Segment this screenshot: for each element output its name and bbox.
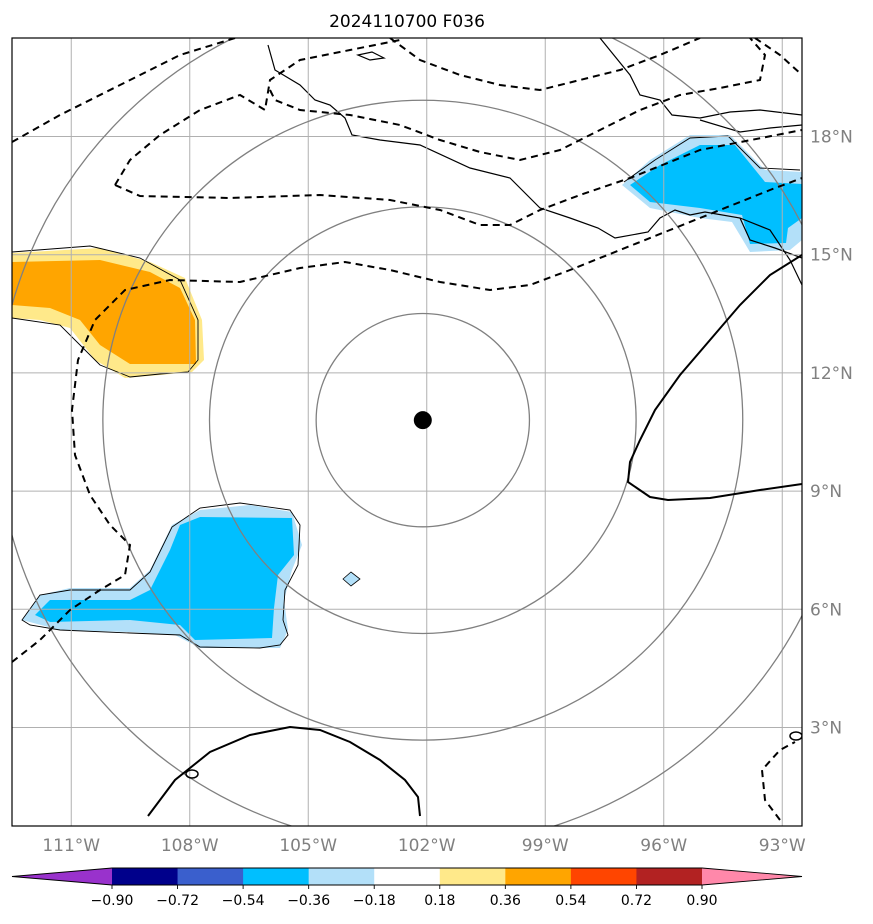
longitude-label: 96°W — [640, 836, 687, 856]
colorbar-segment — [439, 868, 506, 885]
colorbar-label: −0.54 — [222, 893, 265, 909]
longitude-label: 93°W — [759, 836, 806, 856]
map-area — [12, 38, 802, 826]
latitude-label: 12°N — [810, 364, 853, 384]
colorbar-segment — [636, 868, 703, 885]
dashed-contour-northeast — [754, 38, 802, 76]
latitude-label: 9°N — [810, 482, 842, 502]
colorbar-label: 0.90 — [686, 893, 717, 909]
dashed-contour-northwest — [12, 38, 236, 143]
colorbar-extension-high — [702, 868, 802, 885]
colorbar-segment — [177, 868, 244, 885]
positive-anomaly-inner — [12, 260, 196, 364]
dashed-contour-north-3 — [269, 38, 767, 162]
longitude-label: 111°W — [42, 836, 100, 856]
latitude-label: 15°N — [810, 246, 853, 266]
dashed-contours — [12, 38, 802, 821]
inland-border-3 — [739, 217, 802, 286]
colorbar-label: 0.72 — [621, 893, 652, 909]
range-ring — [102, 99, 744, 741]
inland-border-2 — [699, 119, 802, 133]
range-rings — [12, 38, 802, 826]
longitude-label: 99°W — [522, 836, 569, 856]
island-outline — [355, 51, 386, 61]
negative-anomaly-northeast-inner — [630, 145, 802, 244]
colorbar-segment — [112, 868, 179, 885]
colorbar-label: −0.18 — [353, 893, 396, 909]
longitude-label: 102°W — [398, 836, 456, 856]
contour-loop-southeast — [789, 731, 802, 741]
dashed-contour-north-1 — [114, 39, 401, 186]
colorbar-label: 0.54 — [555, 893, 586, 909]
latitude-label: 18°N — [810, 128, 853, 148]
longitude-label: 105°W — [279, 836, 337, 856]
latitude-labels: 3°N 6°N 9°N 12°N 15°N 18°N — [810, 128, 853, 739]
dashed-contour-north-4 — [389, 38, 701, 92]
range-ring — [208, 206, 637, 635]
latitude-label: 3°N — [810, 719, 842, 739]
shaded-fields — [12, 135, 802, 649]
colorbar: −0.90 −0.72 −0.54 −0.36 −0.18 0.18 0.36 0.54 0.7… — [11, 867, 803, 909]
negative-anomaly-south-outline — [21, 502, 301, 649]
range-ring — [315, 312, 531, 528]
contour-loop-southwest — [185, 769, 199, 779]
dashed-contour-north-2 — [114, 129, 802, 226]
colorbar-label: −0.72 — [156, 893, 199, 909]
dashed-contour-southeast — [760, 741, 796, 821]
inland-border-1 — [599, 38, 802, 119]
colorbar-extension-low — [12, 868, 112, 885]
colorbar-label: 0.36 — [490, 893, 521, 909]
longitude-labels: 111°W 108°W 105°W 102°W 99°W 96°W 93°W — [42, 836, 806, 856]
colorbar-segment — [308, 868, 375, 885]
mexico-coastline — [267, 44, 802, 259]
colorbar-segment — [570, 868, 637, 885]
solid-contour-east — [626, 254, 802, 502]
colorbar-label: −0.36 — [287, 893, 330, 909]
dashed-contour-central — [12, 177, 802, 663]
longitude-label: 108°W — [161, 836, 219, 856]
solid-contours — [147, 254, 802, 817]
latitude-label: 6°N — [810, 600, 842, 620]
storm-center-marker — [413, 411, 432, 430]
solid-contour-south — [147, 725, 421, 817]
colorbar-label: −0.90 — [91, 893, 134, 909]
colorbar-segment — [374, 868, 441, 885]
coastline — [267, 38, 802, 286]
map-frame — [11, 37, 803, 827]
small-negative-anomaly — [342, 571, 361, 587]
positive-anomaly-outline — [12, 245, 199, 378]
figure-title: 2024110700 F036 — [329, 12, 485, 32]
colorbar-segment — [243, 868, 310, 885]
gridlines — [12, 38, 802, 826]
colorbar-label: 0.18 — [424, 893, 455, 909]
colorbar-segment — [505, 868, 572, 885]
